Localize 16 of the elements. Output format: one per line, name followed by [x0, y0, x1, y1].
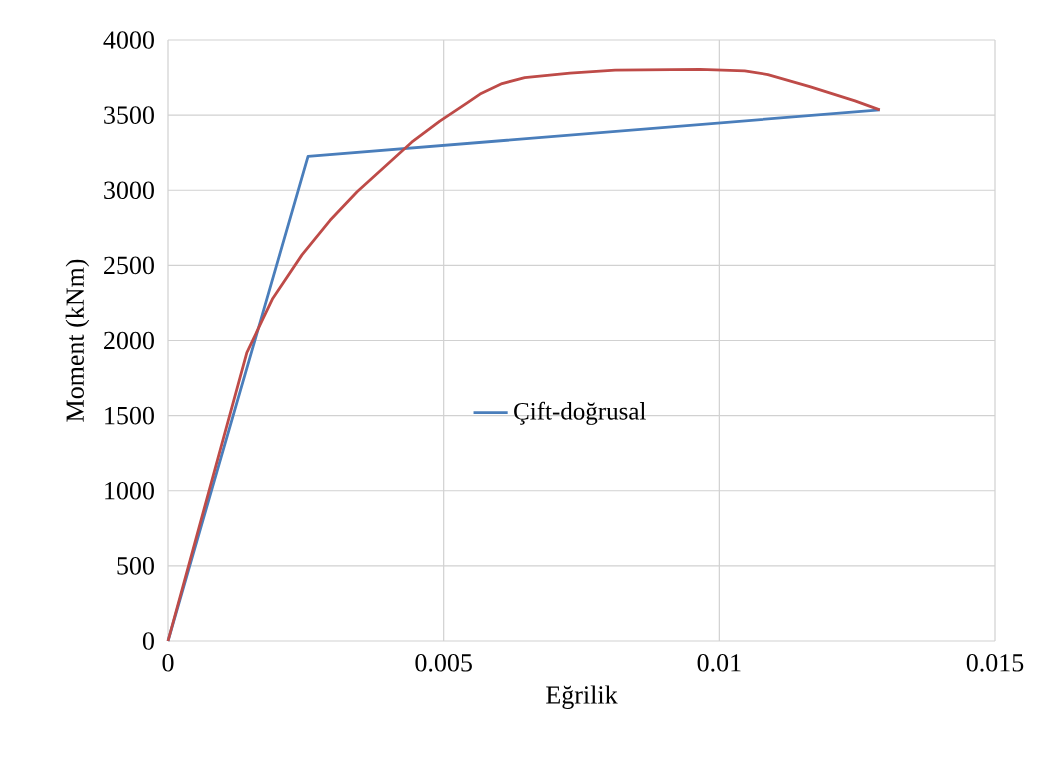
x-tick-label: 0.015: [966, 654, 1024, 672]
y-tick-label: 1500: [105, 406, 154, 425]
x-tick-label: 0.005: [415, 654, 472, 672]
x-tick-label: 0.01: [697, 654, 741, 672]
y-tick-label: 2500: [104, 256, 154, 275]
y-tick-label: 0: [142, 632, 154, 650]
x-axis-title: Eğrilik: [546, 685, 618, 710]
legend-label: Çift-doğrusal: [514, 401, 646, 425]
y-tick-label: 3000: [104, 181, 154, 200]
y-tick-label: 2000: [104, 331, 154, 350]
y-tick-label: 500: [117, 557, 154, 575]
y-tick-label: 3500: [104, 106, 154, 124]
x-tick-label: 0: [162, 654, 174, 672]
y-tick-label: 4000: [103, 31, 154, 49]
y-axis-title: Moment (kNm): [65, 259, 90, 422]
y-tick-label: 1000: [105, 481, 154, 500]
